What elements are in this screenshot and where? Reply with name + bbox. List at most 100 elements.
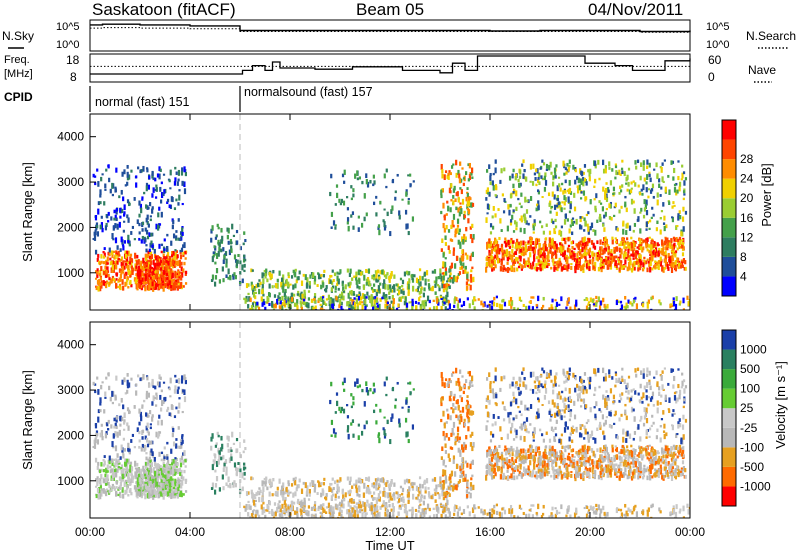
velocity-cell bbox=[138, 408, 140, 413]
power-cell bbox=[528, 247, 530, 250]
power-cell bbox=[559, 242, 561, 245]
velocity-cell bbox=[165, 464, 167, 467]
power-cell bbox=[361, 223, 363, 228]
power-cell bbox=[540, 248, 542, 250]
power-cell bbox=[454, 298, 456, 303]
power-cell bbox=[115, 284, 117, 288]
velocity-cell bbox=[146, 376, 148, 380]
velocity-cell bbox=[419, 484, 421, 489]
power-cell bbox=[214, 262, 216, 265]
nave-ytick-bottom: 0 bbox=[708, 70, 715, 84]
power-cell bbox=[393, 298, 395, 304]
power-cell bbox=[154, 249, 156, 254]
power-cell bbox=[646, 210, 648, 215]
power-cell bbox=[261, 289, 263, 294]
power-cell bbox=[561, 238, 563, 241]
power-cell bbox=[495, 186, 497, 191]
velocity-cell bbox=[403, 499, 405, 503]
power-cell bbox=[419, 296, 421, 298]
power-cell bbox=[96, 286, 98, 290]
power-cell bbox=[241, 264, 243, 270]
power-cell bbox=[239, 282, 241, 284]
power-cell bbox=[538, 250, 540, 255]
power-cell bbox=[136, 260, 138, 264]
power-cell bbox=[656, 221, 658, 224]
velocity-cell bbox=[151, 490, 153, 495]
power-cell bbox=[576, 219, 578, 225]
power-cell bbox=[472, 203, 474, 207]
velocity-cell bbox=[97, 439, 99, 444]
power-cell bbox=[604, 239, 606, 241]
power-cell bbox=[513, 230, 515, 233]
power-cell bbox=[652, 184, 654, 189]
velocity-cell bbox=[383, 487, 385, 491]
power-cell bbox=[618, 248, 620, 252]
power-cell bbox=[410, 183, 412, 186]
power-cell bbox=[615, 237, 617, 239]
power-cell bbox=[467, 297, 469, 300]
power-cell bbox=[439, 268, 441, 273]
power-cell bbox=[104, 247, 106, 250]
velocity-cell bbox=[329, 483, 331, 486]
power-cell bbox=[655, 162, 657, 167]
power-cell bbox=[540, 260, 542, 263]
power-cell bbox=[258, 289, 260, 294]
velocity-cell bbox=[126, 390, 128, 394]
power-cell bbox=[549, 237, 551, 240]
power-cell bbox=[662, 202, 664, 207]
power-cell bbox=[649, 163, 651, 168]
power-cell bbox=[528, 306, 530, 310]
velocity-cell bbox=[129, 411, 131, 414]
velocity-cell bbox=[356, 502, 358, 505]
power-cell bbox=[662, 247, 664, 250]
power-cell bbox=[144, 238, 146, 243]
velocity-cell bbox=[145, 477, 147, 479]
power-cell bbox=[450, 225, 452, 229]
colorbar-swatch bbox=[722, 276, 736, 296]
power-cell bbox=[543, 297, 545, 301]
freq-label-2: [MHz] bbox=[4, 68, 33, 80]
power-cell bbox=[155, 255, 157, 260]
velocity-cell bbox=[142, 468, 144, 471]
velocity-cell bbox=[169, 465, 171, 468]
power-cell bbox=[574, 248, 576, 250]
power-cell bbox=[214, 282, 216, 287]
velocity-cell bbox=[161, 390, 163, 393]
power-cell bbox=[339, 299, 341, 305]
power-cell bbox=[97, 231, 99, 236]
power-cell bbox=[602, 249, 604, 254]
power-cell bbox=[517, 179, 519, 182]
velocity-cell bbox=[269, 501, 271, 505]
velocity-cell bbox=[262, 486, 264, 492]
power-cell bbox=[615, 163, 617, 165]
power-cell bbox=[457, 191, 459, 196]
power-cell bbox=[585, 259, 587, 262]
power-cell bbox=[332, 303, 334, 309]
power-cell bbox=[621, 168, 623, 171]
noise-right-label: N.Search bbox=[746, 29, 796, 43]
power-cell bbox=[145, 249, 147, 253]
velocity-cell bbox=[434, 477, 436, 482]
power-cell bbox=[591, 223, 593, 228]
power-cell bbox=[554, 205, 556, 210]
power-cell bbox=[129, 282, 131, 285]
velocity-cell bbox=[236, 448, 238, 452]
velocity-cell bbox=[121, 380, 123, 385]
power-cell bbox=[455, 173, 457, 178]
velocity-cell bbox=[116, 481, 118, 485]
power-cell bbox=[358, 216, 360, 219]
power-cell bbox=[236, 240, 238, 244]
power-cell bbox=[654, 260, 656, 263]
power-cell bbox=[332, 270, 334, 273]
power-cell bbox=[103, 256, 105, 259]
power-cell bbox=[145, 269, 147, 271]
power-cell bbox=[493, 185, 495, 191]
velocity-cell bbox=[376, 500, 378, 505]
power-cell bbox=[167, 199, 169, 202]
power-cell bbox=[408, 231, 410, 235]
power-cell bbox=[183, 262, 185, 265]
power-cell bbox=[176, 171, 178, 174]
power-cell bbox=[181, 248, 183, 252]
velocity-cell bbox=[345, 492, 347, 497]
velocity-cell bbox=[122, 404, 124, 409]
